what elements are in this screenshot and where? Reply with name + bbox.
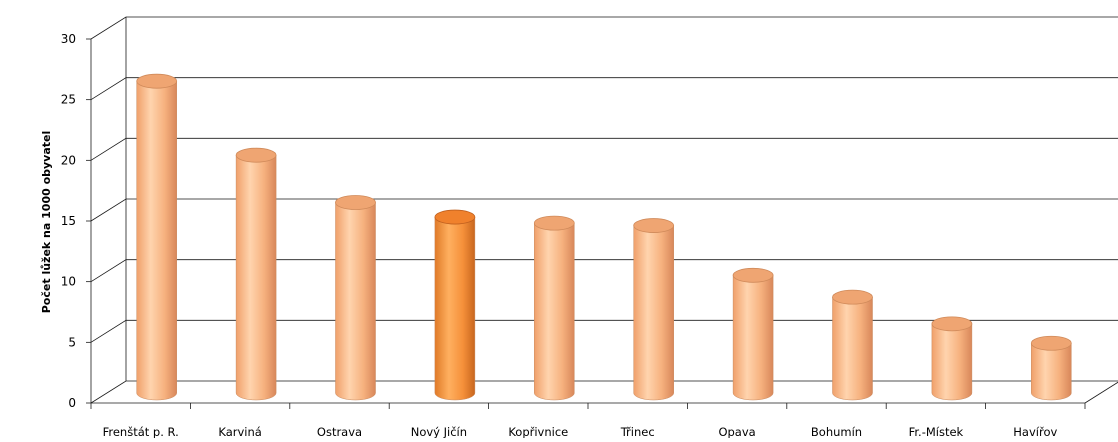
bar-cap <box>732 267 774 283</box>
bar-cap <box>832 289 873 305</box>
bar <box>633 218 675 401</box>
bar <box>136 73 178 401</box>
x-tick-label: Třinec <box>620 425 655 438</box>
floor-edge <box>1084 381 1118 404</box>
bar-cap <box>136 73 178 89</box>
bar <box>335 195 376 401</box>
x-tick-label: Opava <box>718 425 755 438</box>
bar-body <box>732 275 774 401</box>
bar-body <box>335 202 376 401</box>
x-tick-label: Nový Jičín <box>411 425 467 438</box>
bar-body <box>832 296 873 401</box>
bar <box>732 267 774 401</box>
bar <box>235 147 277 401</box>
y-tick-label: 20 <box>61 153 76 167</box>
bar-cap <box>1030 335 1072 351</box>
bar-cap <box>931 316 973 332</box>
x-tick-label: Frenštát p. R. <box>103 425 179 438</box>
bar-cap <box>533 215 575 231</box>
bar-body <box>931 323 973 401</box>
x-tick-label: Fr.-Místek <box>909 425 964 438</box>
x-tick-label: Havířov <box>1013 425 1057 438</box>
y-tick-label: 5 <box>68 335 76 349</box>
bar-cap <box>633 218 675 233</box>
bar-cap <box>235 147 277 163</box>
bar <box>533 215 575 401</box>
bar-body <box>1031 343 1072 401</box>
y-tick-label: 0 <box>68 396 76 410</box>
bar-body <box>434 216 476 401</box>
bar <box>434 209 476 401</box>
x-tick-label: Karviná <box>218 425 261 438</box>
gridline <box>90 77 1118 101</box>
bar <box>1030 335 1072 401</box>
bar-cap <box>335 195 376 210</box>
x-tick-label: Ostrava <box>317 425 362 438</box>
y-tick-label: 15 <box>61 214 76 228</box>
y-axis-title: Počet lůžek na 1000 obyvatel <box>40 131 53 314</box>
bar-body <box>235 154 277 401</box>
y-tick-label: 25 <box>61 93 76 107</box>
bars <box>136 73 1072 401</box>
y-tick-label: 30 <box>61 32 76 46</box>
y-tick-label: 10 <box>61 275 76 289</box>
axes <box>86 17 1118 409</box>
bar-body <box>136 80 177 401</box>
bar <box>931 316 973 401</box>
labels: Počet lůžek na 1000 obyvatel 0 5 10 15 20 25 3… <box>40 32 1057 439</box>
bar-body <box>534 222 575 401</box>
bar <box>832 289 873 401</box>
bar-body <box>633 225 674 401</box>
bar-cap <box>434 209 476 225</box>
gridline <box>90 16 1118 40</box>
x-tick-label: Kopřivnice <box>508 425 568 438</box>
x-tick-label: Bohumín <box>811 425 862 438</box>
